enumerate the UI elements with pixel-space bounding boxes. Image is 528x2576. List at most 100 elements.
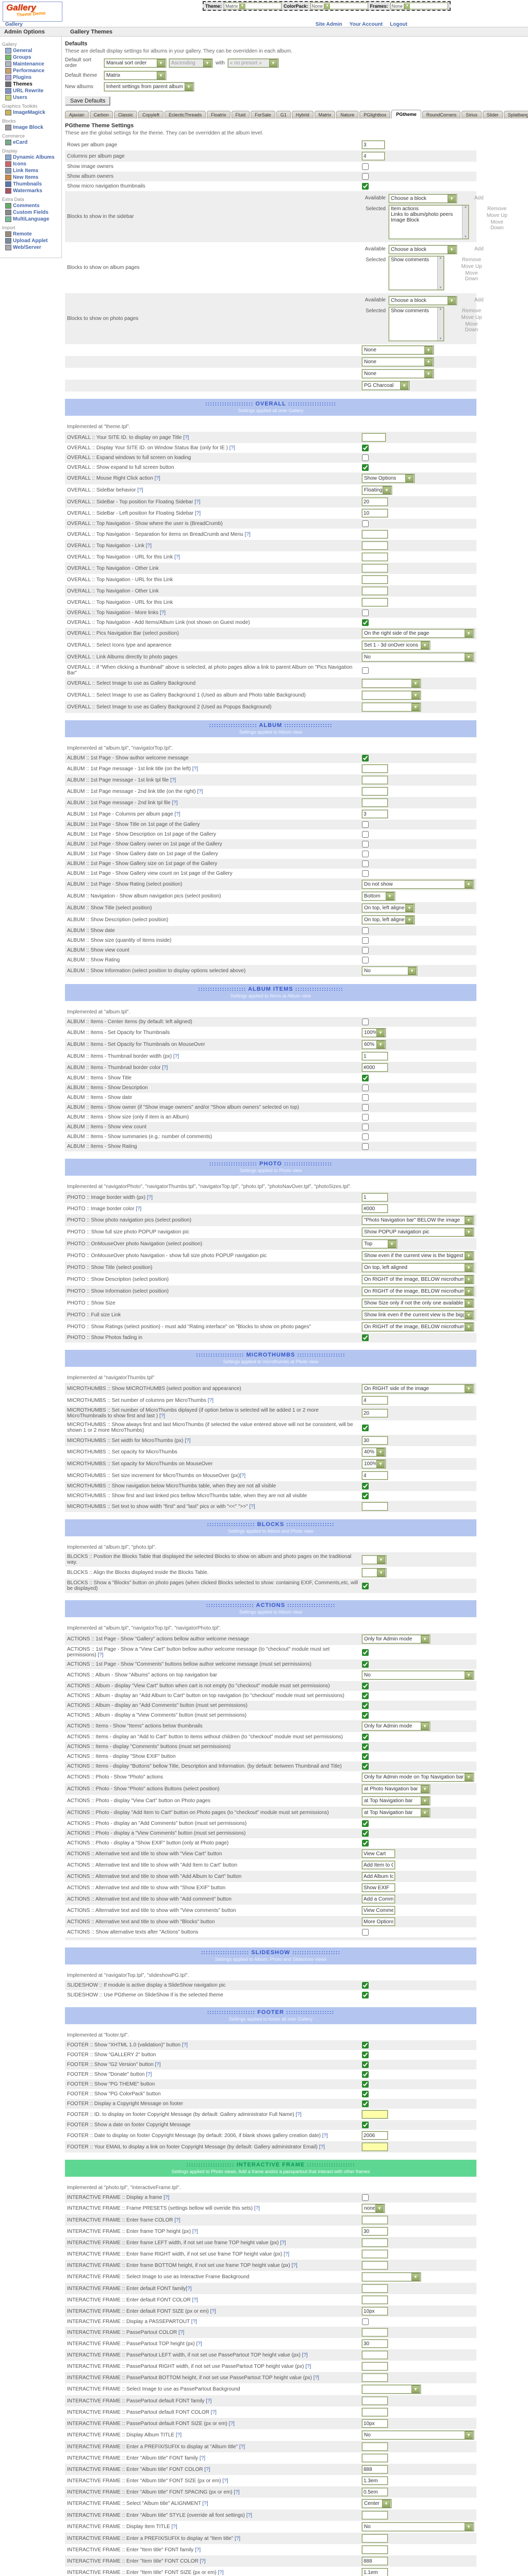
setting-input[interactable] bbox=[361, 598, 388, 607]
setting-select[interactable]: ▼ bbox=[361, 679, 421, 688]
help-link[interactable]: [?] bbox=[178, 2329, 185, 2335]
selected-block-item[interactable]: Links to album/photo peers bbox=[391, 212, 453, 217]
setting-checkbox[interactable] bbox=[362, 841, 369, 848]
setting-select[interactable]: On RIGHT of the image, BELOW microthumbs… bbox=[361, 1286, 474, 1296]
setting-checkbox[interactable] bbox=[362, 1840, 369, 1846]
tab-copyleft[interactable]: Copyleft bbox=[138, 111, 164, 118]
setting-input[interactable] bbox=[361, 787, 388, 796]
help-link[interactable]: [?] bbox=[291, 2262, 298, 2268]
listbox-scrollbar[interactable]: ▲ ▼ bbox=[462, 206, 469, 239]
setting-checkbox[interactable] bbox=[362, 1649, 369, 1656]
help-link[interactable]: [?] bbox=[322, 2132, 328, 2139]
help-link[interactable]: [?] bbox=[163, 2195, 170, 2200]
setting-checkbox[interactable] bbox=[362, 520, 369, 527]
setting-select[interactable]: Bottom ▼ bbox=[361, 891, 395, 901]
selected-block-item[interactable]: Image Block bbox=[391, 217, 420, 223]
setting-checkbox[interactable] bbox=[362, 1982, 369, 1989]
setting-select[interactable]: No ▼ bbox=[361, 2522, 474, 2532]
setting-checkbox[interactable] bbox=[362, 1483, 369, 1489]
help-link[interactable]: [?] bbox=[222, 2478, 228, 2484]
remove-link[interactable]: Remove bbox=[461, 257, 482, 263]
listbox-scrollbar[interactable]: ▲ ▼ bbox=[437, 257, 443, 290]
setting-checkbox[interactable] bbox=[362, 1753, 369, 1760]
tab-fluid[interactable]: Fluid bbox=[231, 111, 250, 118]
setting-select[interactable]: Center ▼ bbox=[361, 2499, 392, 2509]
help-link[interactable]: [?] bbox=[234, 2535, 241, 2541]
sidebar-item-custom-fields[interactable]: Custom Fields bbox=[5, 210, 61, 215]
setting-input[interactable] bbox=[361, 2396, 388, 2405]
setting-select[interactable]: 60% ▼ bbox=[361, 1040, 386, 1049]
setting-select[interactable]: None ▼ bbox=[361, 369, 434, 379]
setting-checkbox[interactable] bbox=[362, 1334, 369, 1341]
setting-select[interactable]: No ▼ bbox=[361, 652, 474, 662]
setting-checkbox[interactable] bbox=[362, 183, 369, 190]
setting-checkbox[interactable] bbox=[362, 173, 369, 180]
choose-block-select[interactable]: Choose a block ▼ bbox=[388, 194, 457, 204]
setting-input[interactable] bbox=[361, 530, 388, 539]
move-down-link[interactable]: Move Down bbox=[465, 321, 478, 333]
add-block-link[interactable]: Add bbox=[474, 297, 484, 303]
setting-checkbox[interactable] bbox=[362, 667, 369, 674]
setting-input[interactable] bbox=[361, 1872, 395, 1881]
help-link[interactable]: [?] bbox=[207, 1397, 213, 1403]
help-link[interactable]: [?] bbox=[295, 2111, 302, 2117]
setting-input[interactable] bbox=[361, 2307, 388, 2316]
help-link[interactable]: [?] bbox=[239, 2444, 245, 2450]
setting-input[interactable] bbox=[361, 2511, 388, 2520]
setting-select[interactable]: PG Charcoal ▼ bbox=[361, 381, 410, 391]
user-link-your-account[interactable]: Your Account bbox=[349, 22, 383, 27]
setting-checkbox[interactable] bbox=[362, 1104, 369, 1111]
setting-checkbox[interactable] bbox=[362, 2081, 369, 2088]
setting-checkbox[interactable] bbox=[362, 2100, 369, 2107]
setting-checkbox[interactable] bbox=[362, 1075, 369, 1081]
help-link[interactable]: [?] bbox=[196, 2341, 202, 2347]
help-link[interactable]: [?] bbox=[195, 2547, 201, 2553]
help-link[interactable]: [?] bbox=[186, 2285, 192, 2292]
setting-select[interactable]: On RIGHT of the image, BELOW microthumbs… bbox=[361, 1275, 474, 1284]
setting-select[interactable]: Only for Admin mode ▼ bbox=[361, 1634, 431, 1644]
tab-matrix[interactable]: Matrix bbox=[314, 111, 336, 118]
setting-checkbox[interactable] bbox=[362, 1124, 369, 1130]
setting-input[interactable] bbox=[361, 2350, 388, 2360]
remove-link[interactable]: Remove bbox=[461, 308, 482, 314]
setting-input[interactable] bbox=[361, 2215, 388, 2225]
tab-hybrid[interactable]: Hybrid bbox=[291, 111, 314, 118]
help-link[interactable]: [?] bbox=[244, 531, 251, 537]
sidebar-item-thumbnails[interactable]: Thumbnails bbox=[5, 181, 61, 187]
setting-checkbox[interactable] bbox=[362, 2122, 369, 2128]
setting-select[interactable]: "Photo Navigation bar" BELOW the image ▼ bbox=[361, 1215, 474, 1225]
frames-select[interactable]: None ▼ bbox=[390, 3, 448, 9]
setting-checkbox[interactable] bbox=[362, 1992, 369, 1998]
setting-checkbox[interactable] bbox=[362, 755, 369, 761]
help-link[interactable]: [?] bbox=[206, 2398, 212, 2404]
help-link[interactable]: [?] bbox=[182, 2042, 188, 2048]
setting-input[interactable] bbox=[361, 1883, 395, 1892]
help-link[interactable]: [?] bbox=[210, 2409, 217, 2415]
tab-pgtheme[interactable]: PGtheme bbox=[391, 110, 421, 118]
setting-checkbox[interactable] bbox=[362, 860, 369, 867]
setting-input[interactable] bbox=[361, 151, 385, 161]
setting-checkbox[interactable] bbox=[362, 1830, 369, 1837]
setting-input[interactable] bbox=[361, 2534, 388, 2543]
setting-checkbox[interactable] bbox=[362, 957, 369, 963]
setting-select[interactable]: Show Options ▼ bbox=[361, 473, 415, 483]
setting-input[interactable] bbox=[361, 1894, 395, 1904]
setting-input[interactable] bbox=[361, 2568, 388, 2576]
save-defaults-button[interactable]: Save Defaults bbox=[65, 96, 111, 106]
default-theme-select[interactable]: Matrix ▼ bbox=[104, 71, 167, 80]
setting-input[interactable] bbox=[361, 764, 388, 773]
help-link[interactable]: [?] bbox=[192, 2228, 198, 2234]
move-up-link[interactable]: Move Up bbox=[486, 213, 507, 218]
add-block-link[interactable]: Add bbox=[474, 246, 484, 252]
setting-checkbox[interactable] bbox=[362, 1493, 369, 1499]
help-link[interactable]: [?] bbox=[194, 499, 201, 505]
setting-select[interactable]: at Photo Navigation bar ▼ bbox=[361, 1784, 431, 1794]
setting-checkbox[interactable] bbox=[362, 2061, 369, 2068]
user-link-logout[interactable]: Logout bbox=[390, 22, 407, 27]
setting-checkbox[interactable] bbox=[362, 870, 369, 877]
tab-pglightbox[interactable]: PGlightbox bbox=[359, 111, 391, 118]
setting-input[interactable] bbox=[361, 2328, 388, 2337]
help-link[interactable]: [?] bbox=[204, 2466, 210, 2472]
setting-checkbox[interactable] bbox=[362, 1133, 369, 1140]
sidebar-item-upload-applet[interactable]: Upload Applet bbox=[5, 238, 61, 244]
